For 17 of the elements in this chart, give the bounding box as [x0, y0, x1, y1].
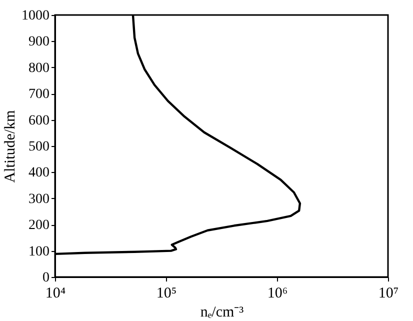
y-tick-label: 700 — [28, 87, 50, 102]
y-tick-label: 500 — [28, 140, 50, 154]
y-tick-label: 1000 — [22, 8, 50, 24]
x-tick-label: 10⁵ — [156, 286, 177, 302]
y-tick-label: 200 — [28, 218, 50, 234]
y-tick-label: 900 — [28, 34, 50, 50]
x-tick-label: 10⁷ — [378, 286, 399, 302]
y-tick-label: 600 — [28, 113, 50, 128]
y-tick-label: 300 — [28, 192, 50, 207]
y-tick-label: 800 — [28, 60, 50, 76]
y-axis-title: Altitude/km — [2, 110, 18, 183]
x-axis-title: nₑ/cm⁻³ — [200, 304, 244, 320]
y-tick-label: 400 — [28, 166, 50, 181]
x-tick-label: 10⁴ — [45, 286, 66, 302]
y-tick-label: 100 — [28, 244, 50, 260]
y-tick-label: 0 — [42, 270, 50, 286]
x-tick-label: 10⁶ — [267, 286, 288, 302]
